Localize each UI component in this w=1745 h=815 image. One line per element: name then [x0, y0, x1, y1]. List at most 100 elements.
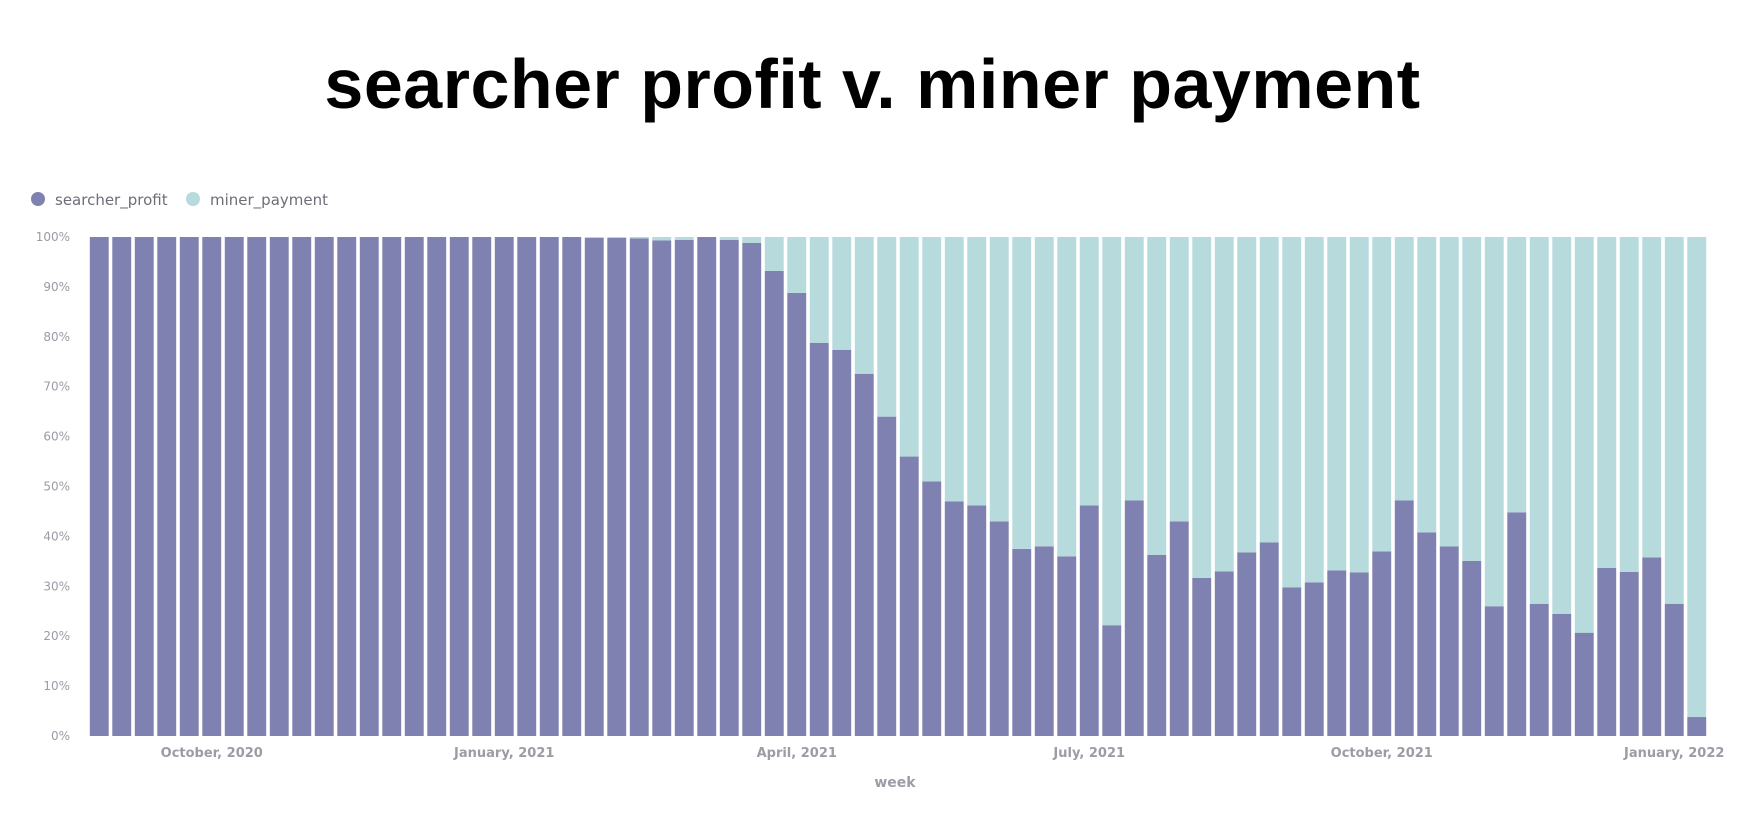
bar-searcher-profit [1102, 625, 1122, 736]
bar-searcher-profit [1597, 567, 1617, 736]
bar-searcher-profit [787, 292, 807, 736]
bar-searcher-profit [269, 237, 289, 736]
bar-miner-payment [944, 237, 964, 502]
y-tick-label: 70% [43, 380, 70, 394]
bar-miner-payment [1192, 237, 1212, 578]
bar-searcher-profit [1552, 613, 1572, 736]
bar-searcher-profit [1574, 632, 1594, 736]
bar-searcher-profit [629, 238, 649, 736]
bar-miner-payment [1147, 237, 1167, 555]
bar-miner-payment [1394, 237, 1414, 501]
bar-searcher-profit [854, 373, 874, 736]
bar-searcher-profit [359, 237, 379, 736]
bar-miner-payment [674, 237, 694, 240]
bar-miner-payment [899, 237, 919, 457]
bar-miner-payment [1102, 237, 1122, 626]
x-axis-label: week [874, 775, 916, 791]
x-tick-label: January, 2021 [453, 746, 554, 761]
x-tick-label: April, 2021 [757, 746, 837, 761]
bar-searcher-profit [112, 237, 132, 736]
bar-searcher-profit [292, 237, 312, 736]
page-title: searcher profit v. miner payment [324, 45, 1421, 123]
bar-searcher-profit [314, 237, 334, 736]
legend-swatch-searcher-profit [31, 192, 45, 206]
bar-searcher-profit [1169, 521, 1189, 736]
bar-searcher-profit [179, 237, 199, 736]
bar-searcher-profit [472, 237, 492, 736]
bar-searcher-profit [877, 416, 897, 736]
bar-miner-payment [1462, 237, 1482, 561]
bar-searcher-profit [517, 237, 537, 736]
bar-searcher-profit [562, 237, 582, 736]
bar-searcher-profit [1034, 546, 1054, 736]
bar-miner-payment [1282, 237, 1302, 588]
bar-miner-payment [877, 237, 897, 417]
bar-searcher-profit [1327, 570, 1347, 736]
bar-miner-payment [832, 237, 852, 350]
bar-searcher-profit [967, 505, 987, 736]
bar-miner-payment [989, 237, 1009, 522]
bar-searcher-profit [1214, 571, 1234, 736]
y-tick-label: 90% [43, 280, 70, 294]
bar-miner-payment [1372, 237, 1392, 552]
x-axis: October, 2020 January, 2021 April, 2021 Jul… [161, 746, 1725, 761]
bars [89, 237, 1707, 737]
y-tick-label: 40% [43, 529, 70, 543]
bar-miner-payment [854, 237, 874, 374]
bar-miner-payment [1417, 237, 1437, 533]
bar-miner-payment [607, 237, 627, 238]
bar-searcher-profit [89, 237, 109, 736]
y-tick-label: 100% [36, 230, 70, 244]
bar-searcher-profit [449, 237, 469, 736]
y-tick-label: 20% [43, 629, 70, 643]
y-tick-label: 10% [43, 679, 70, 693]
bar-searcher-profit [1147, 554, 1167, 736]
bar-searcher-profit [989, 521, 1009, 736]
bar-miner-payment [787, 237, 807, 293]
bar-miner-payment [1012, 237, 1032, 549]
bar-searcher-profit [382, 237, 402, 736]
bar-miner-payment [1124, 237, 1144, 501]
bar-miner-payment [1259, 237, 1279, 543]
bar-searcher-profit [404, 237, 424, 736]
bar-miner-payment [1237, 237, 1257, 553]
bar-searcher-profit [742, 242, 762, 737]
bar-miner-payment [809, 237, 829, 343]
bar-searcher-profit [1304, 582, 1324, 736]
bar-searcher-profit [1462, 560, 1482, 736]
bar-searcher-profit [899, 456, 919, 736]
bar-searcher-profit [1349, 572, 1369, 736]
bar-searcher-profit [674, 239, 694, 737]
bar-miner-payment [1079, 237, 1099, 506]
bar-miner-payment [1484, 237, 1504, 607]
bar-miner-payment [1304, 237, 1324, 583]
bar-searcher-profit [337, 237, 357, 736]
bar-searcher-profit [944, 501, 964, 736]
bar-miner-payment [1687, 237, 1707, 718]
bar-searcher-profit [1012, 548, 1032, 737]
bar-miner-payment [1169, 237, 1189, 522]
bar-miner-payment [1552, 237, 1572, 614]
bar-searcher-profit [719, 239, 739, 737]
bar-searcher-profit [1664, 603, 1684, 736]
bar-searcher-profit [1372, 551, 1392, 736]
bar-miner-payment [629, 237, 649, 239]
x-tick-label: October, 2021 [1331, 746, 1433, 761]
x-tick-label: October, 2020 [161, 746, 263, 761]
bar-miner-payment [1619, 237, 1639, 572]
bar-searcher-profit [202, 237, 222, 736]
bar-searcher-profit [134, 237, 154, 736]
bar-searcher-profit [1192, 577, 1212, 736]
bar-searcher-profit [224, 237, 244, 736]
y-axis: 0% 10% 20% 30% 40% 50% 60% 70% 80% 90% 100% [36, 230, 70, 743]
bar-miner-payment [1327, 237, 1347, 571]
bar-searcher-profit [922, 481, 942, 736]
bar-searcher-profit [247, 237, 267, 736]
bar-miner-payment [1057, 237, 1077, 557]
bar-searcher-profit [1394, 500, 1414, 736]
bar-miner-payment [1529, 237, 1549, 604]
y-tick-label: 30% [43, 579, 70, 593]
x-tick-label: January, 2022 [1623, 746, 1724, 761]
legend: searcher_profit miner_payment [31, 191, 328, 210]
